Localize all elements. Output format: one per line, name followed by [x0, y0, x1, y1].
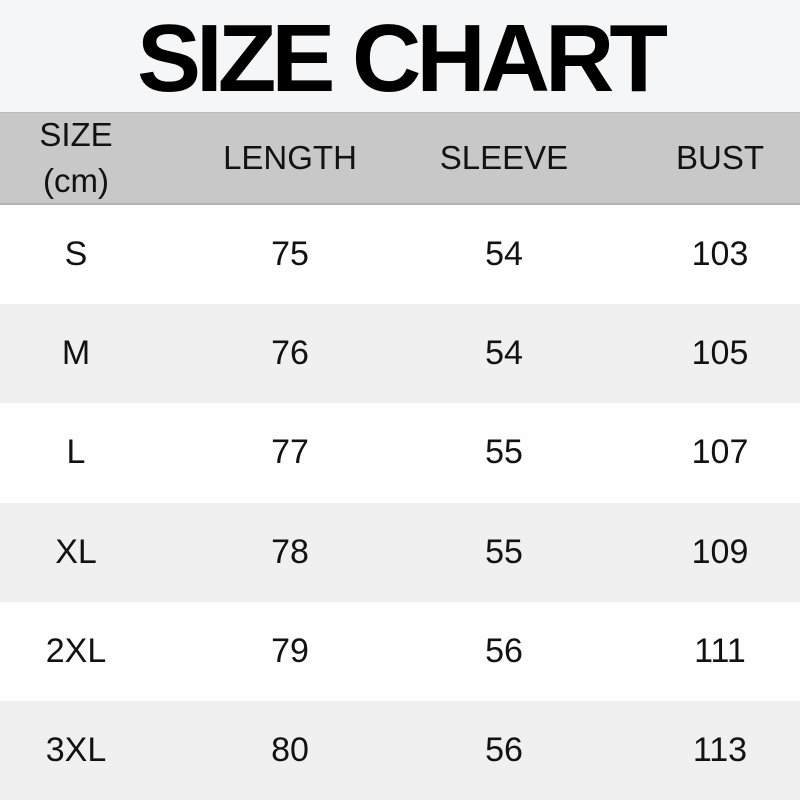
measurement-cell: 107: [691, 433, 749, 472]
measurement-cell: 103: [691, 235, 749, 274]
measurement-cell: 56: [485, 631, 523, 670]
size-label-cell: M: [61, 334, 91, 373]
table-row: 3XL 80 56 113: [0, 700, 800, 800]
size-table-header: SIZE (cm) LENGTH SLEEVE BUST: [0, 112, 800, 205]
header-cell-size: SIZE (cm): [0, 112, 183, 203]
measurement-cell: 79: [271, 631, 309, 670]
title-band: SIZE CHART: [0, 0, 800, 112]
measurement-cell: 105: [691, 334, 749, 373]
table-row: L 77 55 107: [0, 403, 800, 503]
measurement-cell: 113: [692, 730, 748, 769]
measurement-cell: 80: [271, 730, 309, 769]
size-label-cell: S: [64, 235, 88, 274]
measurement-cell: 54: [485, 334, 523, 373]
measurement-cell: 55: [485, 433, 523, 472]
size-table-body: S 75 54 103 M 76 54 105 L 77 55 107 XL 78 55 109 2XL 79 56…: [0, 205, 800, 800]
size-table: SIZE (cm) LENGTH SLEEVE BUST S 75 54 103 M 76…: [0, 112, 800, 800]
table-row: M 76 54 105: [0, 304, 800, 404]
header-unit-label: (cm): [43, 162, 109, 199]
measurement-cell: 56: [485, 730, 523, 769]
measurement-cell: 77: [271, 433, 309, 472]
size-label-cell: 2XL: [45, 631, 107, 670]
page-title: SIZE CHART: [137, 5, 668, 112]
table-row: 2XL 79 56 111: [0, 601, 800, 701]
header-cell-length: LENGTH: [223, 139, 357, 177]
measurement-cell: 109: [691, 532, 749, 571]
measurement-cell: 78: [271, 532, 309, 571]
header-cell-sleeve: SLEEVE: [439, 139, 569, 177]
header-size-label: SIZE: [39, 116, 113, 154]
header-cell-bust: BUST: [675, 139, 764, 177]
measurement-cell: 54: [485, 235, 523, 274]
measurement-cell: 55: [485, 532, 523, 571]
table-row: S 75 54 103: [0, 205, 800, 305]
size-label-cell: 3XL: [45, 730, 107, 769]
size-label-cell: XL: [55, 532, 97, 571]
measurement-cell: 111: [694, 631, 746, 670]
measurement-cell: 75: [271, 235, 309, 274]
table-row: XL 78 55 109: [0, 502, 800, 602]
size-label-cell: L: [66, 433, 86, 472]
measurement-cell: 76: [271, 334, 309, 373]
